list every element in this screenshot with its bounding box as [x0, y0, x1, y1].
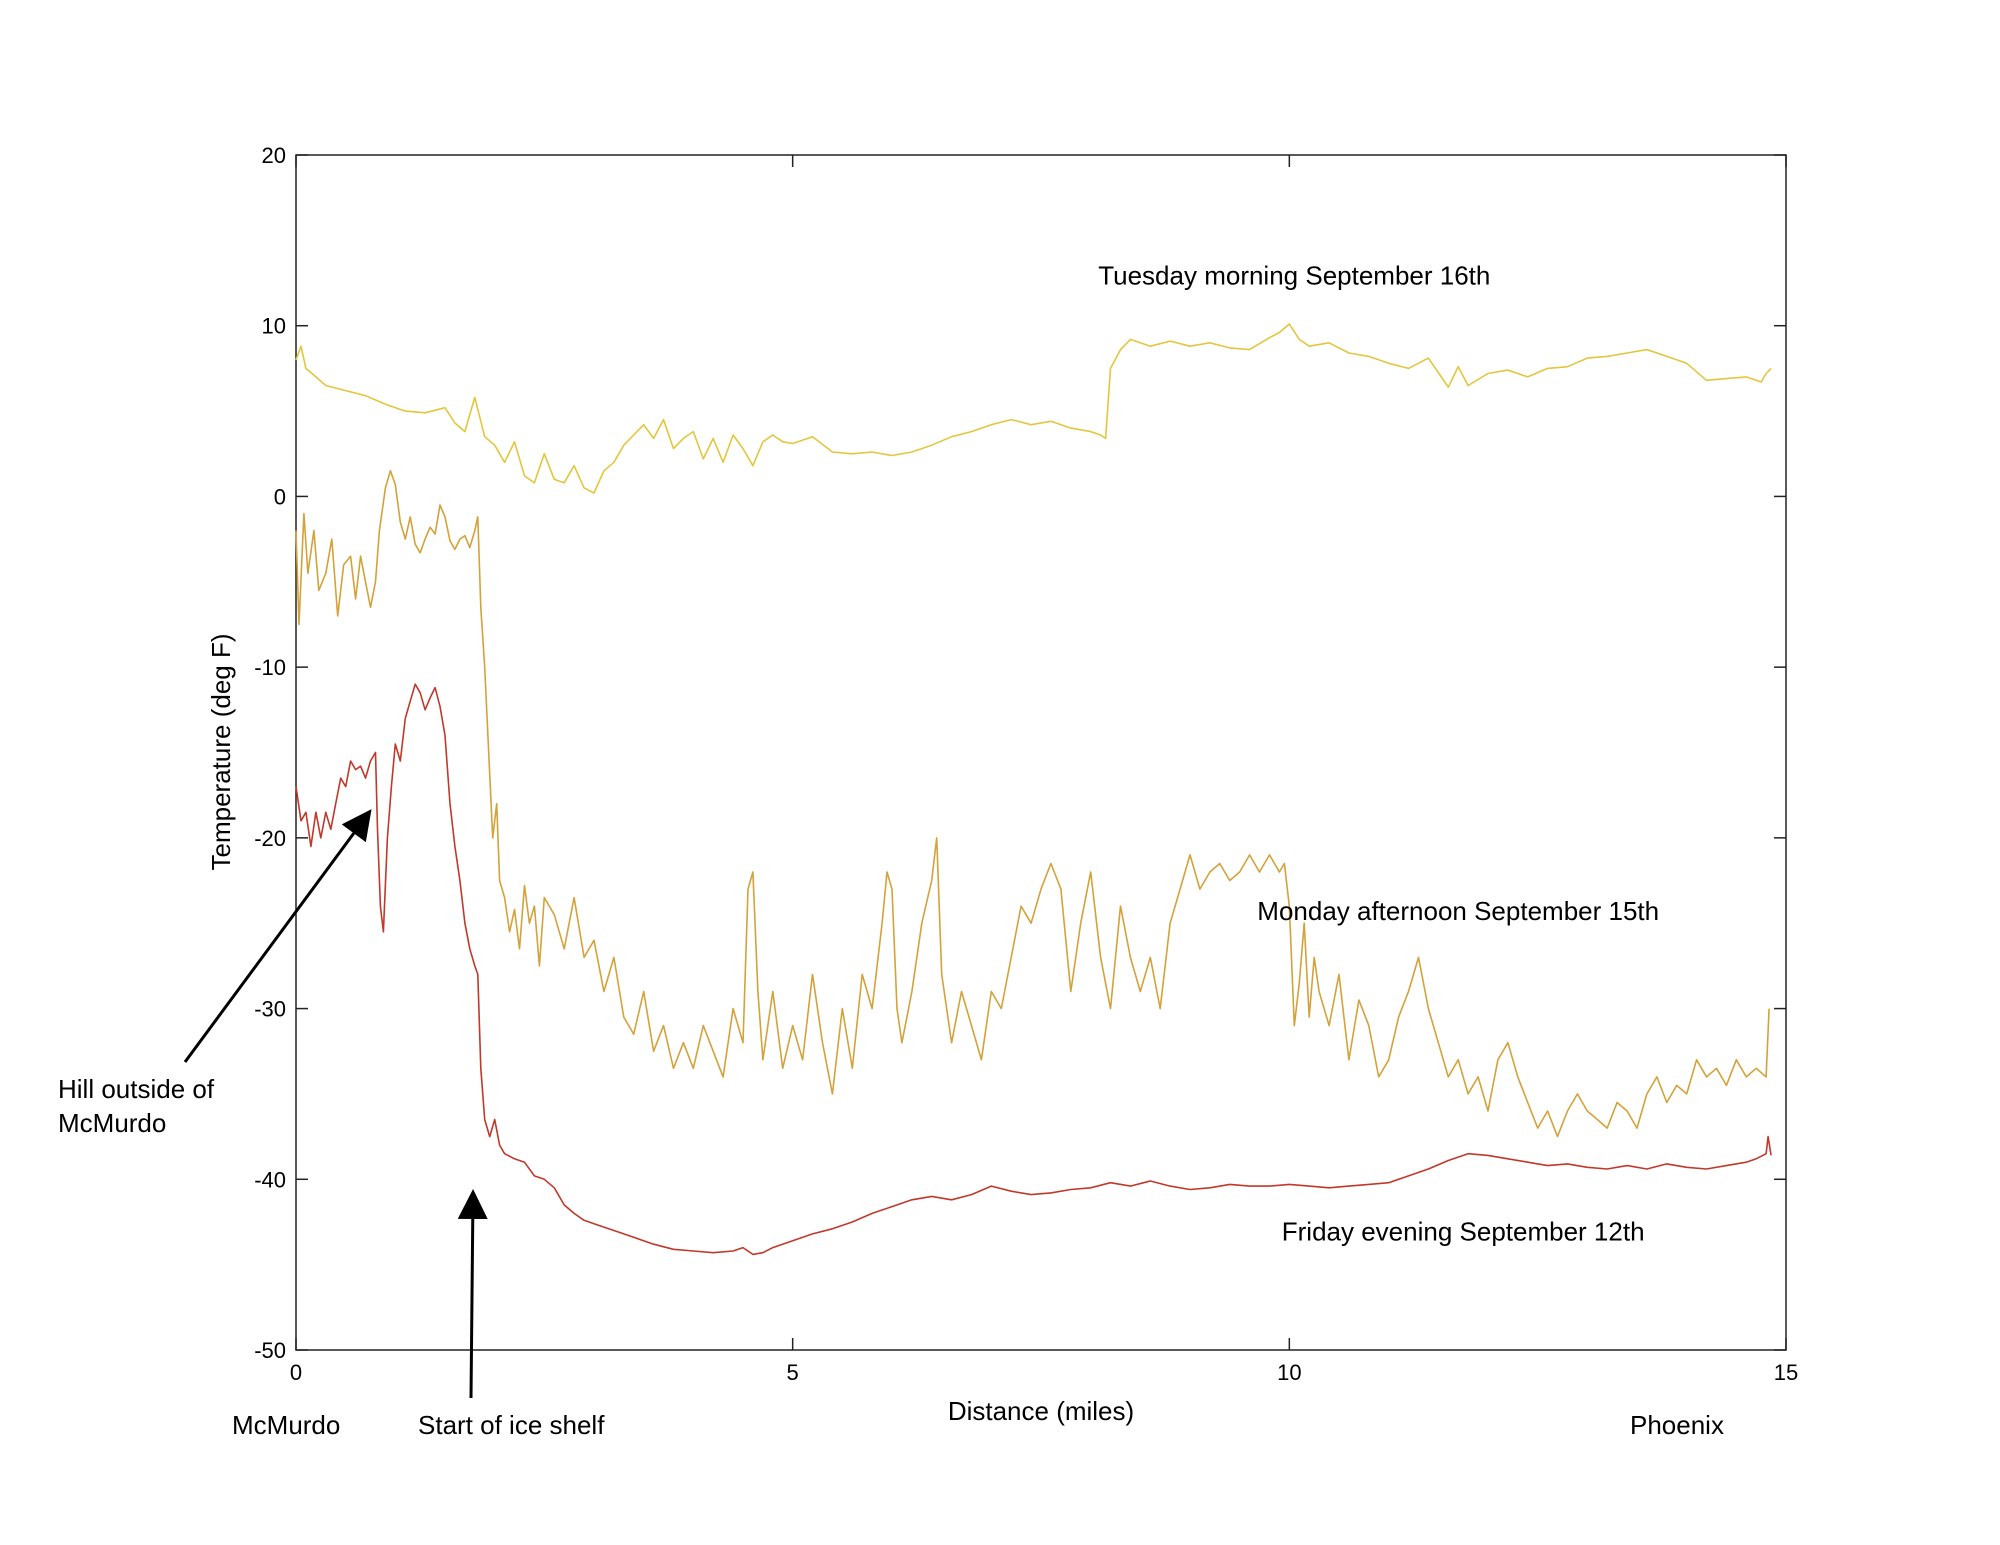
- x-tick-label: 0: [290, 1360, 302, 1385]
- x-axis-ticks: 0 5 10 15: [290, 155, 1798, 1385]
- series-label-2: Friday evening September 12th: [1282, 1217, 1645, 1247]
- hill-annotation-line1: Hill outside of: [58, 1074, 215, 1104]
- y-tick-label: 20: [262, 143, 286, 168]
- y-tick-label: -40: [254, 1167, 286, 1192]
- series-labels: Tuesday morning September 16th Monday aft…: [1098, 261, 1659, 1247]
- y-tick-label: -50: [254, 1338, 286, 1363]
- x-axis-title: Distance (miles): [948, 1396, 1134, 1426]
- plot-frame: [295, 154, 1787, 1351]
- ice-shelf-arrow: [457, 1189, 488, 1399]
- series-label-0: Tuesday morning September 16th: [1098, 261, 1490, 291]
- series-label-1: Monday afternoon September 15th: [1257, 896, 1659, 926]
- y-tick-label: 0: [274, 484, 286, 509]
- series-line-2: [295, 683, 1772, 1256]
- y-tick-label: -20: [254, 826, 286, 851]
- series-lines: [295, 323, 1772, 1256]
- y-axis-ticks: 20 10 0 -10 -20 -30 -40 -50: [254, 143, 1786, 1363]
- y-axis-title: Temperature (deg F): [206, 634, 236, 871]
- x-tick-label: 10: [1277, 1360, 1301, 1385]
- y-tick-label: -10: [254, 655, 286, 680]
- ice-shelf-annotation: Start of ice shelf: [418, 1410, 605, 1440]
- x-tick-label: 5: [787, 1360, 799, 1385]
- start-place-label: McMurdo: [232, 1410, 340, 1440]
- hill-annotation-line2: McMurdo: [58, 1108, 166, 1138]
- series-line-1: [295, 470, 1770, 1138]
- y-tick-label: 10: [262, 314, 286, 339]
- y-tick-label: -30: [254, 997, 286, 1022]
- x-tick-label: 15: [1774, 1360, 1798, 1385]
- hill-arrow: [183, 809, 372, 1063]
- end-place-label: Phoenix: [1630, 1410, 1724, 1440]
- series-line-0: [295, 323, 1772, 494]
